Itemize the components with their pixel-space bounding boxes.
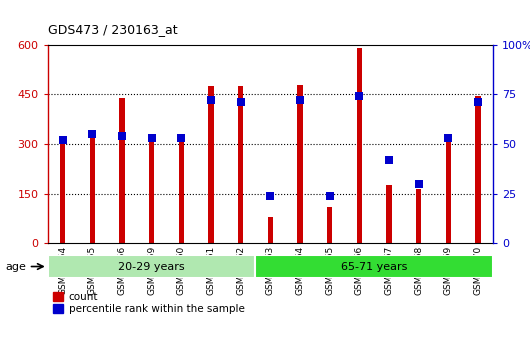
Text: 20-29 years: 20-29 years: [118, 262, 185, 272]
Bar: [327, 207, 332, 243]
Bar: [119, 98, 125, 243]
Bar: [268, 217, 273, 243]
Bar: [60, 141, 65, 243]
Bar: [416, 189, 421, 243]
Bar: [297, 85, 303, 243]
Bar: [475, 96, 481, 243]
Bar: [255, 255, 493, 278]
Bar: [90, 132, 95, 243]
Text: 65-71 years: 65-71 years: [341, 262, 408, 272]
Bar: [357, 48, 362, 243]
Legend: count, percentile rank within the sample: count, percentile rank within the sample: [53, 292, 244, 314]
Bar: [179, 134, 184, 243]
Bar: [208, 86, 214, 243]
Bar: [149, 134, 154, 243]
Bar: [238, 86, 243, 243]
Text: age: age: [5, 263, 26, 272]
Bar: [446, 134, 451, 243]
Text: GDS473 / 230163_at: GDS473 / 230163_at: [48, 23, 178, 36]
Bar: [48, 255, 255, 278]
Bar: [386, 185, 392, 243]
